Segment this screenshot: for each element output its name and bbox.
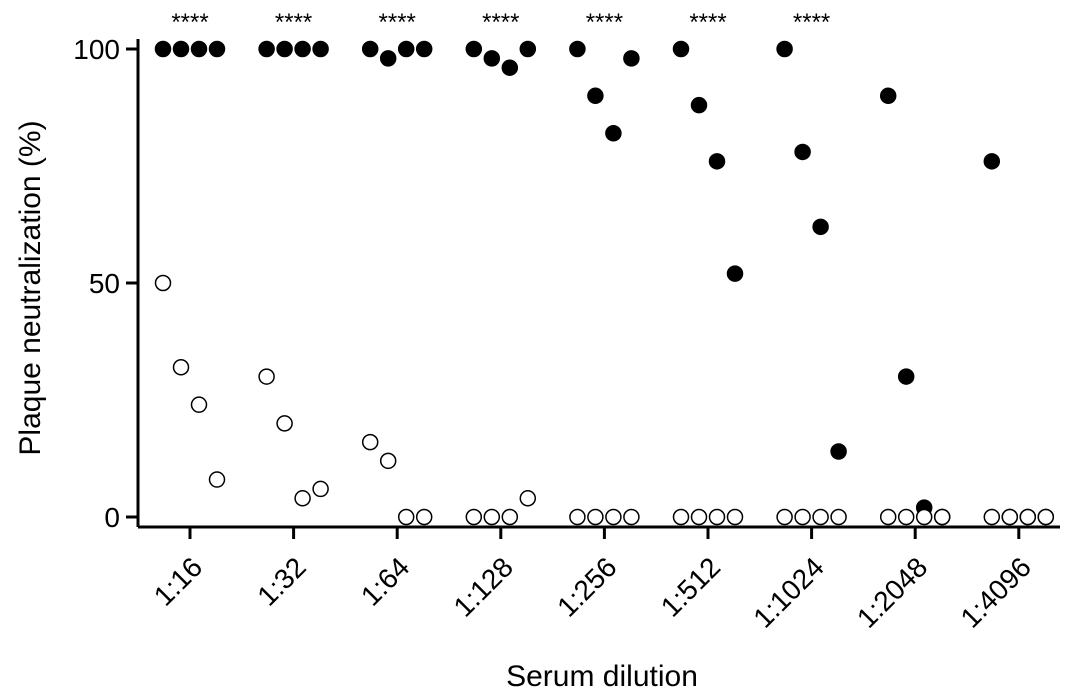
data-point-open — [519, 490, 537, 507]
data-point-filled — [587, 87, 604, 105]
data-point-filled — [172, 40, 190, 58]
data-point-filled — [830, 443, 847, 460]
data-point-open — [501, 508, 519, 526]
data-point-open — [708, 508, 726, 526]
data-point-filled — [465, 40, 483, 58]
data-point-open — [154, 274, 172, 292]
x-tick-label: 1:128 — [448, 551, 519, 622]
data-point-filled — [708, 153, 726, 170]
data-point-open — [379, 452, 397, 470]
data-point-filled — [501, 59, 519, 76]
data-point-open — [172, 358, 190, 376]
data-point-filled — [361, 40, 379, 58]
y-tick-label: 100 — [73, 34, 120, 65]
data-point-filled — [397, 40, 415, 58]
axes — [126, 39, 1060, 539]
data-point-filled — [605, 124, 622, 142]
data-point-open — [623, 508, 640, 526]
data-point-filled — [258, 40, 275, 58]
data-point-open — [830, 508, 847, 526]
x-tick-label: 1:32 — [251, 551, 311, 611]
x-tick-label: 1:64 — [355, 551, 415, 611]
data-point-open — [726, 508, 744, 526]
y-axis-title: Plaque neutralization (%) — [14, 120, 47, 455]
data-point-filled — [294, 40, 311, 58]
data-point-filled — [190, 40, 208, 58]
data-point-open — [672, 508, 690, 526]
data-point-open — [587, 508, 604, 526]
significance-label: **** — [171, 9, 208, 36]
x-tick-label: 1:512 — [655, 551, 726, 622]
x-tick-label: 1:256 — [551, 551, 622, 622]
data-point-open — [312, 480, 329, 498]
x-axis-title: Serum dilution — [506, 660, 698, 691]
data-point-open — [361, 433, 379, 451]
data-points — [154, 40, 1055, 526]
y-tick-label: 50 — [89, 268, 120, 299]
x-tick-label: 1:16 — [148, 551, 208, 611]
data-point-filled — [208, 40, 226, 58]
data-point-open — [465, 508, 483, 526]
data-point-filled — [812, 218, 829, 236]
data-point-filled — [623, 50, 640, 67]
significance-label: **** — [793, 9, 830, 36]
data-point-filled — [569, 40, 586, 58]
data-point-filled — [983, 153, 1001, 170]
data-point-filled — [672, 40, 690, 58]
y-tick-label: 0 — [104, 502, 120, 533]
data-point-open — [794, 508, 811, 526]
data-point-open — [1001, 508, 1019, 526]
x-tick-label: 1:2048 — [851, 551, 933, 633]
data-point-filled — [794, 143, 811, 161]
significance-label: **** — [275, 9, 312, 36]
x-tick-label: 1:4096 — [955, 551, 1037, 633]
significance-label: **** — [482, 9, 519, 36]
data-point-open — [569, 508, 586, 526]
data-point-filled — [483, 50, 501, 67]
data-point-open — [294, 490, 311, 507]
data-point-open — [879, 508, 897, 526]
data-point-filled — [415, 40, 433, 58]
data-point-open — [690, 508, 708, 526]
data-point-open — [812, 508, 829, 526]
data-point-filled — [379, 50, 397, 67]
data-point-open — [983, 508, 1001, 526]
significance-label: **** — [689, 9, 726, 36]
data-point-open — [483, 508, 501, 526]
data-point-open — [776, 508, 793, 526]
data-point-filled — [276, 40, 293, 58]
data-point-open — [915, 508, 933, 526]
data-point-open — [933, 508, 951, 526]
data-point-open — [276, 415, 293, 432]
data-point-filled — [690, 96, 708, 114]
x-tick-label: 1:1024 — [747, 551, 829, 633]
significance-label: **** — [586, 9, 623, 36]
data-point-filled — [519, 40, 537, 58]
data-point-open — [397, 508, 415, 526]
data-point-filled — [154, 40, 172, 58]
data-point-filled — [312, 40, 329, 58]
data-point-open — [605, 508, 622, 526]
data-point-open — [208, 471, 226, 488]
data-point-open — [1037, 508, 1055, 526]
data-point-open — [897, 508, 915, 526]
data-point-filled — [776, 40, 793, 58]
data-point-filled — [726, 265, 744, 282]
data-point-filled — [879, 87, 897, 105]
data-point-open — [415, 508, 433, 526]
significance-label: **** — [379, 9, 416, 36]
data-point-open — [258, 368, 275, 385]
data-point-open — [190, 396, 208, 413]
data-point-open — [1019, 508, 1037, 526]
data-point-filled — [897, 368, 915, 385]
